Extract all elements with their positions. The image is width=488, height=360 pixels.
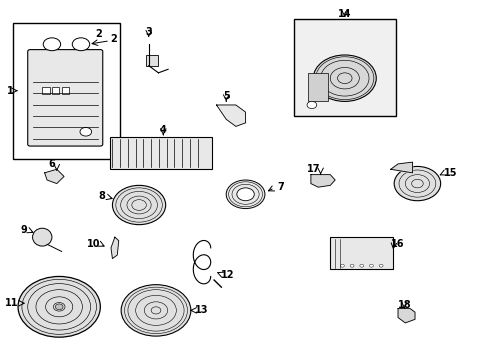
Polygon shape <box>44 169 64 184</box>
Bar <box>146 55 158 66</box>
Circle shape <box>313 55 375 102</box>
Bar <box>110 137 211 169</box>
Circle shape <box>72 38 89 51</box>
Text: 2: 2 <box>95 28 102 39</box>
Circle shape <box>43 38 61 51</box>
Text: 15: 15 <box>443 168 457 178</box>
Circle shape <box>340 264 344 267</box>
Circle shape <box>359 264 363 267</box>
Text: 4: 4 <box>160 125 166 135</box>
Text: 9: 9 <box>21 225 28 235</box>
Circle shape <box>378 264 382 267</box>
Text: 11: 11 <box>4 298 18 308</box>
Bar <box>308 73 327 102</box>
Text: 14: 14 <box>337 9 351 19</box>
Text: 18: 18 <box>397 300 410 310</box>
Polygon shape <box>111 237 119 258</box>
Bar <box>61 87 69 94</box>
Bar <box>293 19 395 116</box>
Text: 17: 17 <box>306 164 320 174</box>
Text: 8: 8 <box>98 191 105 201</box>
Polygon shape <box>216 105 245 126</box>
Text: 3: 3 <box>145 27 152 37</box>
Circle shape <box>226 180 264 208</box>
FancyBboxPatch shape <box>28 50 102 146</box>
Ellipse shape <box>33 228 52 246</box>
Bar <box>52 87 59 94</box>
Circle shape <box>236 188 254 201</box>
Text: 13: 13 <box>194 305 208 315</box>
Text: 6: 6 <box>48 159 55 169</box>
Circle shape <box>349 264 353 267</box>
Bar <box>13 23 120 158</box>
Text: 12: 12 <box>221 270 234 280</box>
Polygon shape <box>390 162 412 173</box>
Circle shape <box>393 166 440 201</box>
Text: 5: 5 <box>223 91 229 101</box>
Text: 1: 1 <box>6 86 13 96</box>
Bar <box>329 237 392 269</box>
Circle shape <box>55 304 63 310</box>
Text: 10: 10 <box>87 239 100 249</box>
Text: 7: 7 <box>277 182 283 192</box>
Text: 2: 2 <box>110 34 117 44</box>
Text: 16: 16 <box>390 239 404 249</box>
Circle shape <box>112 185 165 225</box>
Bar <box>42 87 49 94</box>
Circle shape <box>18 276 100 337</box>
Circle shape <box>80 127 91 136</box>
Circle shape <box>306 102 316 109</box>
Polygon shape <box>310 175 334 187</box>
Circle shape <box>369 264 373 267</box>
Polygon shape <box>397 309 414 323</box>
Circle shape <box>121 285 190 336</box>
